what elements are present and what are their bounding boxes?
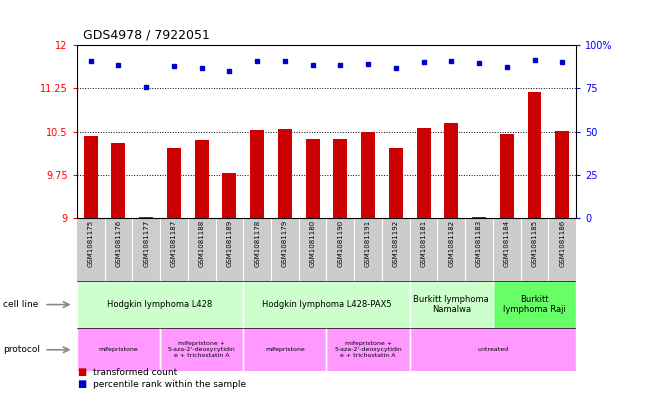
Bar xyxy=(84,136,98,218)
Text: mifepristone +
5-aza-2'-deoxycytidin
e + trichostatin A: mifepristone + 5-aza-2'-deoxycytidin e +… xyxy=(334,342,402,358)
Text: GSM1081188: GSM1081188 xyxy=(199,220,204,267)
Text: GSM1081191: GSM1081191 xyxy=(365,220,371,267)
Text: GSM1081192: GSM1081192 xyxy=(393,220,399,267)
Text: mifepristone: mifepristone xyxy=(265,347,305,352)
Bar xyxy=(77,281,243,328)
Bar xyxy=(278,129,292,218)
Text: GSM1081176: GSM1081176 xyxy=(115,220,122,267)
Bar xyxy=(243,328,326,371)
Bar xyxy=(389,148,403,218)
Bar xyxy=(409,328,576,371)
Text: GSM1081185: GSM1081185 xyxy=(531,220,538,267)
Bar xyxy=(333,139,347,218)
Text: GDS4978 / 7922051: GDS4978 / 7922051 xyxy=(83,28,210,41)
Bar xyxy=(445,123,458,218)
Bar xyxy=(493,281,576,328)
Bar xyxy=(500,134,514,218)
Bar xyxy=(250,130,264,218)
Text: GSM1081187: GSM1081187 xyxy=(171,220,177,267)
Text: ■: ■ xyxy=(77,367,86,377)
Text: percentile rank within the sample: percentile rank within the sample xyxy=(93,380,246,389)
Text: GSM1081183: GSM1081183 xyxy=(476,220,482,267)
Bar xyxy=(160,328,243,371)
Text: mifepristone +
5-aza-2'-deoxycytidin
e + trichostatin A: mifepristone + 5-aza-2'-deoxycytidin e +… xyxy=(168,342,236,358)
Bar xyxy=(167,148,181,218)
Text: GSM1081184: GSM1081184 xyxy=(504,220,510,267)
Bar xyxy=(527,92,542,218)
Bar xyxy=(472,217,486,218)
Bar xyxy=(223,173,236,218)
Text: protocol: protocol xyxy=(3,345,40,354)
Bar xyxy=(243,281,409,328)
Text: cell line: cell line xyxy=(3,300,38,309)
Bar xyxy=(77,218,576,281)
Text: mifepristone: mifepristone xyxy=(98,347,138,352)
Text: GSM1081180: GSM1081180 xyxy=(310,220,316,267)
Bar xyxy=(361,132,375,218)
Text: GSM1081190: GSM1081190 xyxy=(337,220,343,267)
Text: GSM1081189: GSM1081189 xyxy=(227,220,232,267)
Text: transformed count: transformed count xyxy=(93,368,177,377)
Text: GSM1081177: GSM1081177 xyxy=(143,220,149,267)
Bar xyxy=(306,139,320,218)
Text: GSM1081182: GSM1081182 xyxy=(449,220,454,267)
Bar xyxy=(555,130,569,218)
Bar xyxy=(417,128,430,218)
Text: Hodgkin lymphoma L428-PAX5: Hodgkin lymphoma L428-PAX5 xyxy=(262,300,391,309)
Text: GSM1081181: GSM1081181 xyxy=(421,220,426,267)
Text: Hodgkin lymphoma L428: Hodgkin lymphoma L428 xyxy=(107,300,213,309)
Text: GSM1081175: GSM1081175 xyxy=(88,220,94,267)
Bar xyxy=(111,143,126,218)
Text: GSM1081178: GSM1081178 xyxy=(254,220,260,267)
Text: GSM1081179: GSM1081179 xyxy=(282,220,288,267)
Bar xyxy=(409,281,493,328)
Bar xyxy=(326,328,409,371)
Bar xyxy=(77,328,160,371)
Bar xyxy=(195,140,208,218)
Text: GSM1081186: GSM1081186 xyxy=(559,220,565,267)
Text: Burkitt
lymphoma Raji: Burkitt lymphoma Raji xyxy=(503,295,566,314)
Text: untreated: untreated xyxy=(477,347,508,352)
Text: ■: ■ xyxy=(77,379,86,389)
Bar xyxy=(139,217,153,218)
Text: Burkitt lymphoma
Namalwa: Burkitt lymphoma Namalwa xyxy=(413,295,489,314)
